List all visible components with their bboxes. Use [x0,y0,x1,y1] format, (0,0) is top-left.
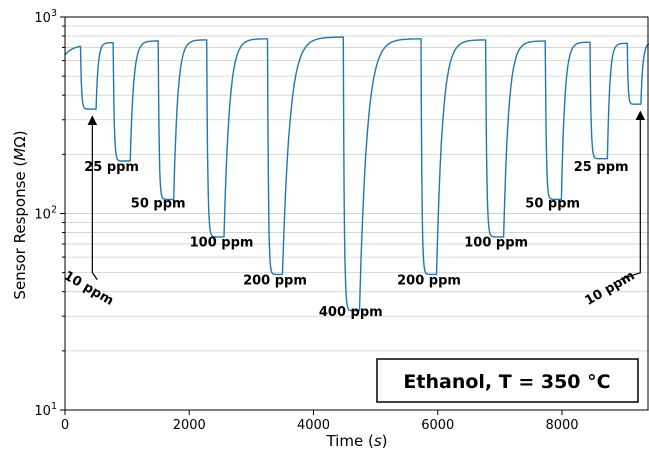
concentration-label: 100 ppm [464,235,528,250]
y-axis-title-omega: Ω [11,136,29,147]
data-series-layer [64,36,649,312]
x-tick-label: 0 [61,418,69,433]
y-tick-label: 102 [34,205,57,223]
arrow-10ppm-end [619,110,646,281]
x-axis-title: Time (s) [325,432,387,450]
legend-box-text: Ethanol, T = 350 °C [403,371,610,393]
concentration-label: 100 ppm [190,235,254,250]
concentration-label: 10 ppm [583,268,638,308]
arrow-10ppm-start [87,115,98,281]
y-tick-label: 101 [34,401,57,419]
y-axis-title-close: ) [11,130,29,136]
x-tick-label: 4000 [297,418,330,433]
concentration-label: 25 ppm [84,160,139,175]
legend-box-frame [376,358,639,403]
x-axis-title-close: ) [382,432,388,450]
legend-box: Ethanol, T = 350 °C [376,358,639,403]
y-tick-label: 103 [34,8,57,26]
x-axis-ticks: 0 2000 4000 6000 8000 [61,410,579,433]
concentration-label: 50 ppm [131,197,186,212]
concentration-label: 200 ppm [397,274,461,289]
annotation-arrows [87,110,646,281]
x-axis-title-main: Time ( [325,432,373,450]
concentration-label: 200 ppm [243,274,307,289]
grid-lines [65,25,649,411]
x-tick-label: 8000 [545,418,578,433]
sensor-response-line [64,36,649,312]
y-axis-title-unit: M [11,148,29,161]
x-tick-label: 6000 [421,418,454,433]
y-axis-title: Sensor Response (MΩ) [11,130,29,299]
concentration-label: 25 ppm [574,160,629,175]
x-axis-title-unit: s [374,432,382,450]
y-axis-ticks: 101 102 103 [34,8,65,419]
concentration-label: 50 ppm [525,197,580,212]
concentration-label: 10 ppm [61,268,116,308]
concentration-label: 400 ppm [319,305,383,320]
concentration-annotations: 10 ppm 25 ppm 50 ppm 100 ppm 200 ppm 400 ppm 2… [61,160,637,320]
x-tick-label: 2000 [173,418,206,433]
y-axis-title-main: Sensor Response ( [11,161,29,300]
